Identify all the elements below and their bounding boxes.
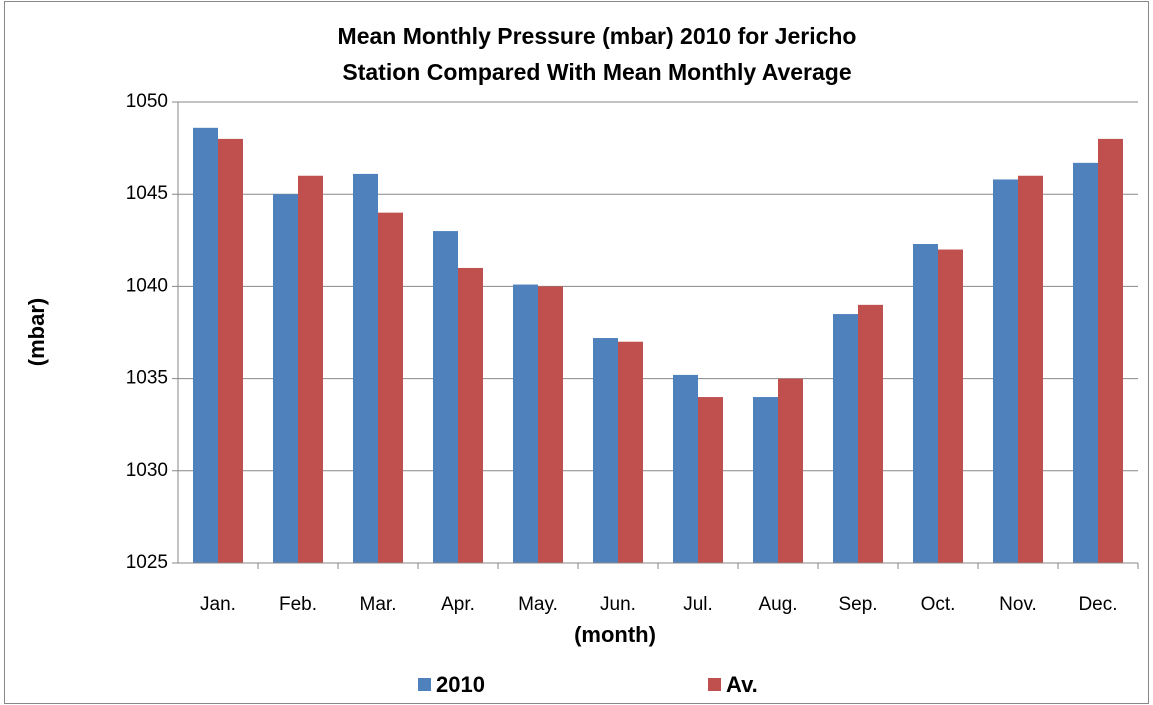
x-tick-label: Aug. (758, 594, 797, 615)
x-tick-label: Oct. (921, 594, 956, 615)
bar (778, 378, 803, 563)
x-tick-label: Dec. (1078, 594, 1117, 615)
bar (1098, 138, 1123, 563)
y-tick-label: 1045 (126, 183, 168, 204)
bar (673, 374, 698, 563)
bar (913, 243, 938, 563)
bar (993, 179, 1018, 563)
bar (753, 397, 778, 563)
chart-title: Station Compared With Mean Monthly Avera… (342, 59, 851, 85)
x-tick-label: Jan. (200, 594, 236, 615)
legend-label: 2010 (436, 672, 485, 697)
y-tick-label: 1030 (126, 460, 168, 481)
bar (378, 212, 403, 563)
x-tick-label: Feb. (279, 594, 317, 615)
y-tick-label: 1025 (126, 552, 168, 573)
chart-title: Mean Monthly Pressure (mbar) 2010 for Je… (338, 23, 857, 49)
bar (218, 138, 243, 563)
bar (513, 284, 538, 563)
legend-label: Av. (726, 672, 758, 697)
x-tick-label: Mar. (360, 594, 397, 615)
bar (1073, 162, 1098, 564)
bar (938, 249, 963, 563)
bar (193, 127, 218, 563)
x-tick-label: Sep. (838, 594, 877, 615)
x-tick-label: Jul. (683, 594, 713, 615)
chart-border (4, 1, 1149, 704)
y-tick-label: 1035 (126, 368, 168, 389)
legend-swatch (708, 678, 721, 691)
legend-swatch (418, 678, 431, 691)
bar (298, 175, 323, 563)
bar (458, 267, 483, 563)
x-axis-label: (month) (574, 622, 656, 647)
bar (618, 341, 643, 563)
y-axis-label: (mbar) (24, 298, 49, 366)
x-tick-label: Apr. (441, 594, 475, 615)
y-tick-label: 1050 (126, 91, 168, 112)
bar (538, 286, 563, 563)
bar (353, 173, 378, 563)
bar (1018, 175, 1043, 563)
bar (833, 314, 858, 563)
bar (593, 338, 618, 563)
bar (698, 397, 723, 563)
x-tick-label: Jun. (600, 594, 636, 615)
bar (858, 304, 883, 563)
x-tick-label: May. (518, 594, 558, 615)
bar (273, 194, 298, 563)
y-tick-label: 1040 (126, 275, 168, 296)
x-tick-label: Nov. (999, 594, 1037, 615)
bar (433, 231, 458, 563)
